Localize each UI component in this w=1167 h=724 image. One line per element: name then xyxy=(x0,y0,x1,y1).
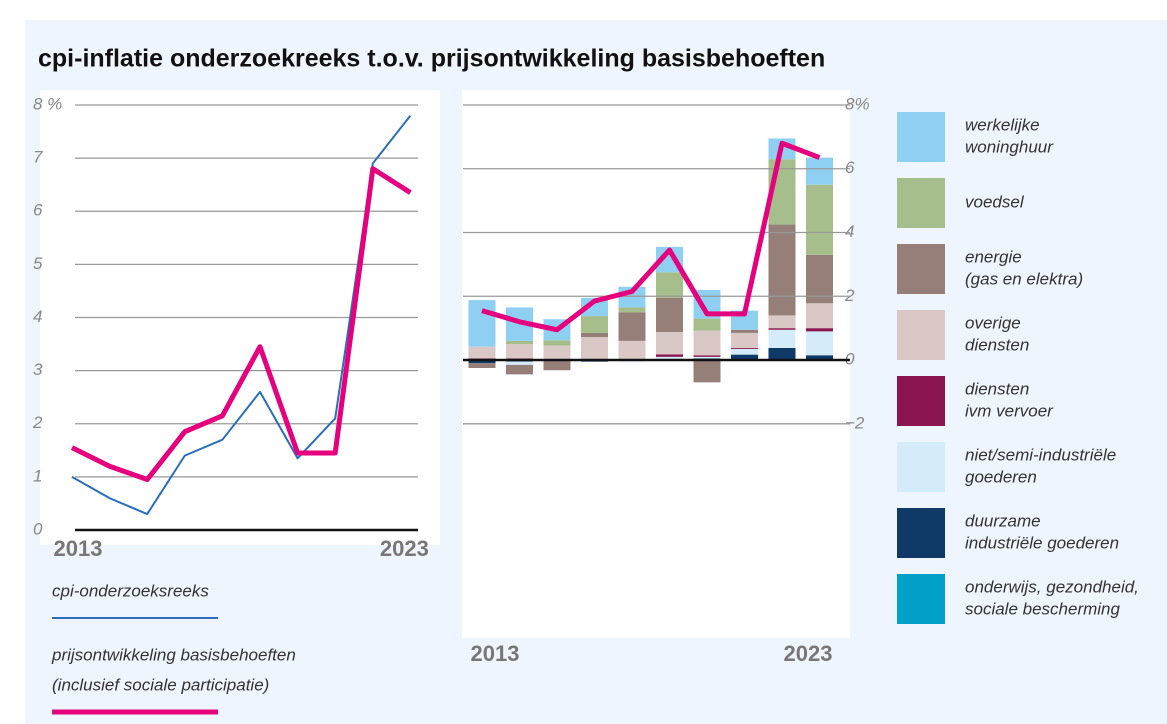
bar-segment xyxy=(806,355,833,361)
bar-segment xyxy=(693,330,721,356)
bar-segment xyxy=(768,315,796,329)
legend-label: industriële goederen xyxy=(965,533,1119,552)
y-tick-label: 4 xyxy=(33,307,42,326)
y-tick-label: 2 xyxy=(32,413,43,432)
legend-label: voedsel xyxy=(965,192,1025,211)
bar-segment xyxy=(543,340,571,346)
bar-segment xyxy=(693,356,721,359)
bar-segment xyxy=(468,346,496,359)
legend-swatch xyxy=(897,244,945,294)
bar-segment xyxy=(806,157,833,185)
legend-label: energie xyxy=(965,247,1022,266)
bar-segment xyxy=(693,318,721,331)
legend-label: duurzame xyxy=(965,511,1041,530)
legend-swatch xyxy=(897,574,945,624)
legend-label: diensten xyxy=(965,335,1029,354)
y-tick-label: 4 xyxy=(845,222,854,241)
x-tick-label: 2023 xyxy=(380,536,429,561)
legend-label: goederen xyxy=(965,467,1037,486)
legend-swatch xyxy=(897,178,945,228)
legend-label: onderwijs, gezondheid, xyxy=(965,577,1139,596)
y-tick-label: 8% xyxy=(845,94,870,113)
legend-label: ivm vervoer xyxy=(965,401,1054,420)
y-tick-label: 7 xyxy=(33,148,43,167)
bar-segment xyxy=(806,331,833,356)
bar-segment xyxy=(806,184,833,255)
x-tick-label: 2023 xyxy=(784,641,833,666)
bar-segment xyxy=(693,360,721,383)
bar-segment xyxy=(581,332,608,338)
bar-segment xyxy=(806,328,833,332)
bar-segment xyxy=(581,316,608,333)
bar-segment xyxy=(581,297,608,317)
bar-segment xyxy=(731,354,758,361)
bar-segment xyxy=(806,254,833,304)
bar-segment xyxy=(618,307,646,313)
bar-segment xyxy=(506,361,533,365)
bar-segment xyxy=(656,331,683,355)
y-tick-label: 1 xyxy=(33,466,42,485)
legend-label: prijsontwikkeling basisbehoeften xyxy=(51,645,296,664)
legend-label: diensten xyxy=(965,379,1029,398)
bar-segment xyxy=(543,345,571,361)
y-tick-label: 6 xyxy=(33,201,43,220)
legend-swatch xyxy=(897,442,945,492)
y-tick-label: −2 xyxy=(845,413,865,432)
legend-label: (gas en elektra) xyxy=(965,269,1083,288)
chart-title: cpi-inflatie onderzoekreeks t.o.v. prijs… xyxy=(38,45,825,73)
legend-swatch xyxy=(897,508,945,558)
x-tick-label: 2013 xyxy=(54,536,103,561)
bar-segment xyxy=(656,297,683,332)
bar-segment xyxy=(506,340,533,345)
bar-segment xyxy=(731,329,758,333)
bar-segment xyxy=(656,354,683,357)
legend-swatch xyxy=(897,310,945,360)
bar-segment xyxy=(468,363,496,369)
legend-label: overige xyxy=(965,313,1021,332)
line xyxy=(70,166,412,483)
legend-label: werkelijke xyxy=(965,115,1040,134)
bar-segment xyxy=(768,328,796,330)
legend-label: niet/semi-industriële xyxy=(965,445,1116,464)
y-tick-label: 8 % xyxy=(33,94,62,113)
bar-segment xyxy=(768,224,796,316)
bar-segment xyxy=(543,360,571,371)
bar-segment xyxy=(693,355,721,357)
legend-swatch xyxy=(897,376,945,426)
bar-segment xyxy=(731,332,758,348)
bar-segment xyxy=(506,364,533,375)
y-tick-label: 5 xyxy=(33,254,43,273)
legend-swatch xyxy=(897,112,945,162)
bar-segment xyxy=(806,303,833,329)
y-tick-label: 2 xyxy=(844,286,855,305)
bar-segment xyxy=(618,340,646,361)
bar-segment xyxy=(506,344,533,359)
x-tick-label: 2013 xyxy=(471,641,520,666)
bar-segment xyxy=(768,329,796,348)
bar-segment xyxy=(731,347,758,349)
y-tick-label: 6 xyxy=(845,158,855,177)
bar-segment xyxy=(468,360,496,364)
bar-segment xyxy=(656,356,683,360)
y-tick-label: 3 xyxy=(33,360,43,379)
legend-label: woninghuur xyxy=(965,137,1054,156)
bar-segment xyxy=(656,272,683,298)
bar-segment xyxy=(731,348,758,355)
legend-label: sociale bescherming xyxy=(965,599,1121,618)
bar-segment xyxy=(468,300,496,347)
y-tick-label: 0 xyxy=(33,519,43,538)
line xyxy=(71,115,412,516)
bar-segment xyxy=(581,337,608,361)
legend-label: (inclusief sociale participatie) xyxy=(52,675,269,694)
bar-segment xyxy=(768,347,796,361)
legend-label: cpi-onderzoeksreeks xyxy=(52,581,209,600)
bar-segment xyxy=(618,312,646,341)
line xyxy=(481,140,821,333)
